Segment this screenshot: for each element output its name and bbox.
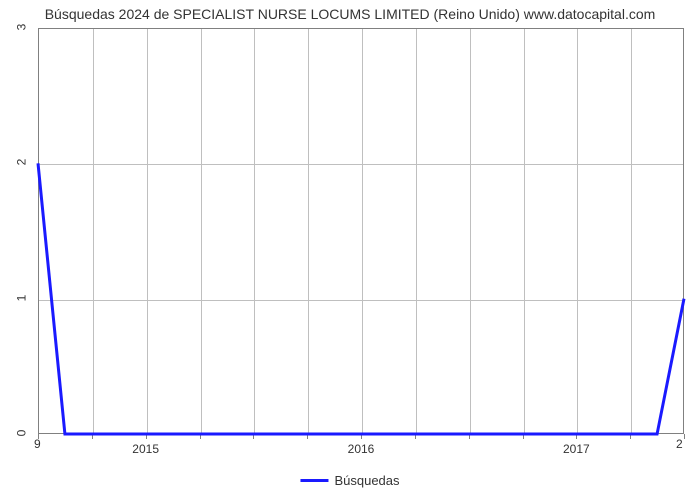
line-chart: Búsquedas 2024 de SPECIALIST NURSE LOCUM… xyxy=(0,0,700,500)
series-line-layer xyxy=(0,0,700,500)
series-line xyxy=(38,163,684,434)
